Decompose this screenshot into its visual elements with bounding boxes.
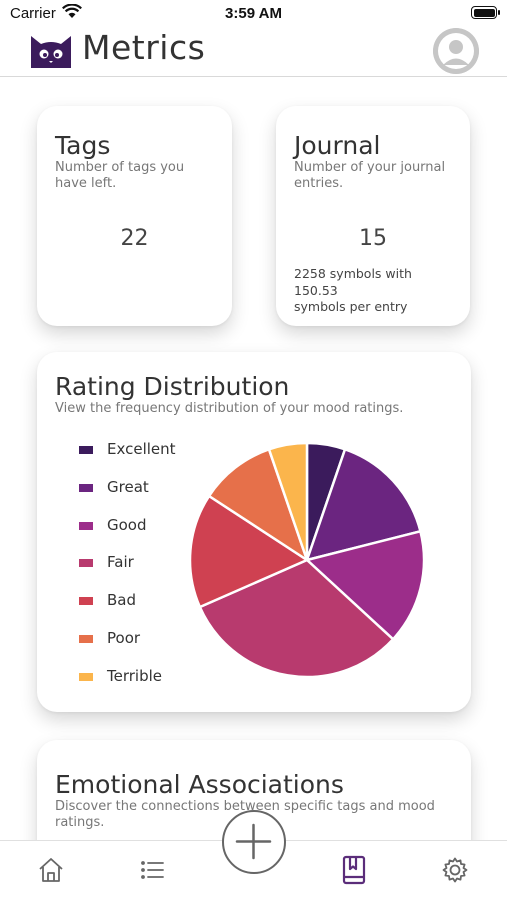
emotional-subtitle: Discover the connections between specifi… [55, 799, 435, 830]
list-icon [138, 856, 166, 888]
page-title: Metrics [82, 28, 206, 67]
rating-pie-chart [188, 441, 426, 679]
app-header: Metrics [0, 26, 507, 77]
pie-slice-fair [198, 558, 395, 679]
legend-item-bad: Bad [79, 591, 176, 629]
legend-swatch [79, 559, 93, 568]
emotional-title: Emotional Associations [55, 770, 344, 799]
tags-subtitle: Number of tags you have left. [55, 160, 185, 191]
legend-item-poor: Poor [79, 629, 176, 667]
journal-per-entry-line: symbols per entry [294, 299, 408, 314]
legend-item-excellent: Excellent [79, 440, 176, 478]
legend-swatch [79, 597, 93, 606]
status-time: 3:59 AM [225, 5, 282, 22]
chart-legend: Excellent Great Good Fair Bad Poor Terrible [79, 440, 176, 705]
legend-swatch [79, 672, 93, 681]
legend-swatch [79, 521, 93, 530]
legend-label: Bad [107, 591, 137, 610]
legend-label: Excellent [107, 440, 176, 458]
journal-stats: 2258 symbols with 150.53 symbols per ent… [294, 266, 459, 316]
legend-label: Terrible [107, 666, 162, 685]
pie-slice-good [304, 529, 426, 642]
tab-home[interactable] [34, 855, 68, 889]
add-entry-button[interactable] [222, 810, 286, 874]
avatar[interactable] [433, 28, 479, 74]
legend-label: Fair [107, 553, 134, 572]
pie-slice-bad [188, 494, 310, 609]
legend-item-great: Great [79, 478, 176, 516]
wifi-icon [62, 3, 82, 24]
legend-swatch [79, 634, 93, 643]
pie-slice-terrible [267, 441, 309, 561]
journal-average-value: 150.53 [294, 282, 338, 298]
pie-slice-great [305, 447, 422, 562]
tags-count: 22 [120, 226, 149, 251]
journal-card[interactable]: Journal Number of your journal entries. … [276, 106, 470, 326]
status-bar: Carrier 3:59 AM [0, 0, 507, 28]
rating-title: Rating Distribution [55, 372, 290, 401]
tab-list[interactable] [135, 855, 169, 889]
legend-swatch [79, 483, 93, 492]
journal-subtitle: Number of your journal entries. [294, 160, 446, 191]
book-icon [340, 855, 368, 889]
legend-label: Good [107, 515, 147, 534]
journal-count: 15 [359, 226, 387, 251]
pie-slice-poor [207, 447, 310, 564]
journal-symbols-line: 2258 symbols with [294, 266, 412, 281]
tab-journal[interactable] [337, 855, 371, 889]
legend-item-terrible: Terrible [79, 667, 176, 705]
journal-title: Journal [294, 131, 381, 160]
legend-item-good: Good [79, 516, 176, 554]
legend-label: Poor [107, 628, 141, 647]
rating-distribution-card: Rating Distribution View the frequency d… [37, 352, 471, 712]
tags-card[interactable]: Tags Number of tags you have left. 22 [37, 106, 232, 326]
tags-title: Tags [55, 131, 111, 160]
battery-icon [471, 6, 500, 19]
home-icon [37, 856, 65, 888]
legend-label: Great [107, 477, 149, 496]
tab-settings[interactable] [438, 855, 472, 889]
legend-swatch [79, 446, 93, 454]
carrier-label: Carrier [10, 5, 56, 22]
gear-icon [441, 856, 469, 888]
rating-subtitle: View the frequency distribution of your … [55, 401, 404, 416]
cat-logo-icon [27, 28, 75, 70]
legend-item-fair: Fair [79, 553, 176, 591]
